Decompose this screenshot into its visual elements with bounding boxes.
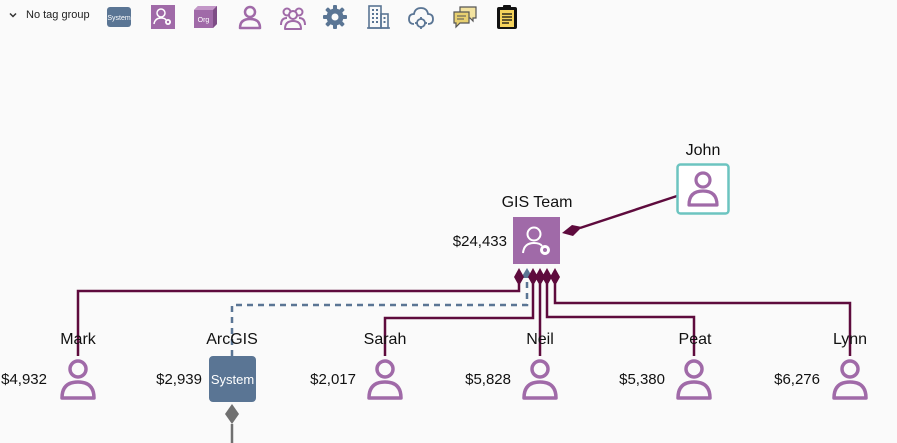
node-label-gis-team: GIS Team xyxy=(501,194,573,211)
cost-gis-team: $24,433 xyxy=(452,233,507,250)
node-sarah[interactable] xyxy=(365,357,405,401)
arcgis-box-text: System xyxy=(210,371,255,387)
cost-arcgis: $2,939 xyxy=(156,371,202,388)
cloud-gear-icon[interactable] xyxy=(408,4,434,30)
link-sarah-team[interactable] xyxy=(383,284,535,356)
org-shape-text: Org xyxy=(198,17,210,24)
aggregation-diamonds xyxy=(514,268,560,286)
node-john[interactable] xyxy=(676,163,730,215)
org-shape-icon[interactable]: Org xyxy=(193,4,219,30)
node-mark[interactable] xyxy=(58,357,98,401)
link-mark-team[interactable] xyxy=(76,284,521,356)
node-lynn[interactable] xyxy=(830,357,870,401)
node-label-john: John xyxy=(685,142,721,159)
cost-mark: $4,932 xyxy=(1,371,47,388)
node-gis-team[interactable] xyxy=(513,217,560,264)
chat-icon[interactable] xyxy=(452,4,478,30)
chevron-down-icon xyxy=(9,12,17,18)
link-peat-team[interactable] xyxy=(545,284,696,356)
link-arcgis-down[interactable] xyxy=(225,404,239,443)
link-john-team[interactable] xyxy=(562,194,678,236)
cost-peat: $5,380 xyxy=(619,371,665,388)
node-label-arcgis: ArcGIS xyxy=(206,331,258,348)
cost-neil: $5,828 xyxy=(465,371,511,388)
gear-icon[interactable] xyxy=(322,4,348,30)
clipboard-icon[interactable] xyxy=(494,4,520,30)
team-shape-icon[interactable] xyxy=(150,4,176,30)
node-label-neil: Neil xyxy=(526,331,554,348)
tag-group-dropdown[interactable]: No tag group xyxy=(8,6,90,24)
system-shape-icon[interactable]: System xyxy=(106,4,132,30)
node-label-mark: Mark xyxy=(60,331,96,348)
building-icon[interactable] xyxy=(365,4,391,30)
system-shape-text: System xyxy=(107,15,131,22)
node-label-sarah: Sarah xyxy=(363,331,407,348)
node-label-peat: Peat xyxy=(678,331,712,348)
link-lynn-team[interactable] xyxy=(553,284,852,356)
node-label-lynn: Lynn xyxy=(832,331,868,348)
toolbar: No tag group System Org xyxy=(0,0,897,34)
tag-group-label: No tag group xyxy=(26,9,90,21)
node-peat[interactable] xyxy=(674,357,714,401)
cost-lynn: $6,276 xyxy=(774,371,820,388)
group-icon[interactable] xyxy=(280,4,306,30)
person-icon[interactable] xyxy=(237,4,263,30)
node-arcgis[interactable]: System xyxy=(209,356,256,402)
node-neil[interactable] xyxy=(520,357,560,401)
cost-sarah: $2,017 xyxy=(310,371,356,388)
